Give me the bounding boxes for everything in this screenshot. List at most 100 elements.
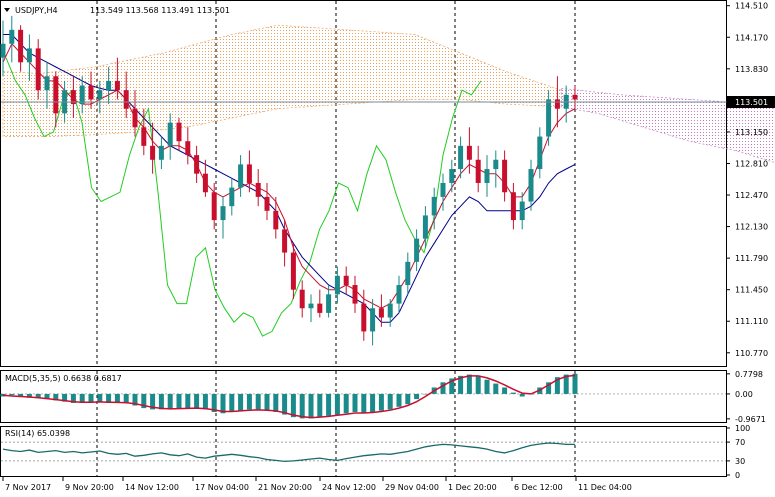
candle-body — [475, 159, 481, 183]
candle-body — [546, 99, 552, 137]
candle-body — [158, 145, 164, 160]
macd-bar — [466, 374, 472, 394]
macd-bar — [26, 393, 32, 398]
macd-bar — [572, 373, 578, 394]
price-label: 112.810 — [735, 159, 768, 168]
macd-bar — [79, 393, 85, 403]
candle-body — [387, 303, 393, 318]
macd-bar — [9, 393, 15, 396]
rsi-scale-label: 70 — [735, 438, 745, 447]
macd-bar — [449, 378, 455, 394]
candle-body — [493, 159, 499, 170]
macd-bar — [229, 393, 235, 412]
macd-bar — [97, 393, 103, 402]
macd-bar — [62, 393, 68, 402]
chart-header: USDJPY,H4 113.549 113.568 113.491 113.50… — [4, 6, 230, 15]
candle-body — [484, 169, 490, 183]
price-label: 112.130 — [735, 223, 768, 232]
macd-bar — [510, 392, 516, 394]
candle-body — [396, 285, 402, 304]
macd-bar — [255, 393, 261, 410]
candle-body — [440, 182, 446, 197]
time-label: 24 Nov 12:00 — [322, 483, 376, 492]
time-label: 6 Dec 12:00 — [514, 483, 563, 492]
time-label: 21 Nov 20:00 — [258, 483, 312, 492]
macd-bar — [546, 382, 552, 394]
candle-body — [70, 90, 76, 105]
macd-scale: 0.7798 0.00 -0.9671 — [726, 370, 766, 424]
macd-bar — [334, 393, 340, 415]
candle-body — [449, 169, 455, 183]
candle-body — [370, 308, 376, 332]
macd-bar — [123, 393, 129, 403]
triangle-down-icon[interactable] — [4, 8, 10, 12]
macd-bar — [317, 393, 323, 418]
macd-bar — [370, 393, 376, 412]
macd-bar — [440, 382, 446, 394]
macd-bar — [502, 387, 508, 394]
candle-body — [290, 252, 296, 290]
candle-body — [414, 238, 420, 262]
cloud-area — [2, 24, 562, 137]
macd-header: MACD(5,35,5) 0.6638 0.6817 — [5, 374, 122, 383]
macd-bar — [361, 393, 367, 414]
rsi-panel[interactable] — [0, 426, 727, 477]
macd-bar — [343, 393, 349, 414]
macd-bar — [194, 393, 200, 409]
time-label: 11 Dec 04:00 — [578, 483, 632, 492]
candle-body — [35, 48, 41, 91]
candle-body — [176, 122, 182, 142]
time-label: 9 Nov 20:00 — [65, 483, 114, 492]
candle-body — [422, 215, 428, 239]
macd-bar — [185, 393, 191, 409]
candle-body — [0, 43, 6, 58]
candle-body — [238, 164, 244, 188]
candle-body — [26, 48, 32, 63]
candle-body — [255, 182, 261, 197]
macd-bar — [396, 393, 402, 407]
price-label: 111.790 — [735, 254, 768, 263]
macd-bar — [378, 393, 384, 411]
candle-body — [246, 164, 252, 183]
macd-bar — [493, 383, 499, 394]
candle-body — [466, 145, 472, 160]
candle-body — [264, 196, 270, 211]
macd-bar — [141, 393, 147, 409]
kijun-sen-line — [3, 34, 576, 323]
macd-bar — [35, 393, 41, 398]
rsi-indicator — [1, 441, 726, 463]
time-label: 14 Nov 12:00 — [125, 483, 179, 492]
price-label: 114.510 — [735, 2, 768, 11]
macd-bar — [158, 393, 164, 410]
macd-bar — [176, 393, 182, 409]
candle-body — [114, 80, 120, 91]
rsi-scale: 100 70 30 0 — [726, 424, 750, 480]
candle-body — [123, 90, 129, 109]
candle-body — [378, 308, 384, 318]
candle-body — [334, 275, 340, 295]
macd-scale-label: 0.7798 — [735, 370, 763, 379]
candle-body — [352, 285, 358, 304]
candle-body — [18, 29, 24, 63]
candle-body — [528, 169, 534, 202]
macd-indicator — [0, 373, 726, 419]
macd-bar — [484, 379, 490, 394]
candle-body — [167, 122, 173, 146]
rsi-line — [2, 442, 575, 463]
macd-bar — [352, 393, 358, 412]
macd-bar — [70, 393, 76, 403]
macd-bar — [150, 393, 156, 410]
candle-body — [97, 90, 103, 100]
candle-body — [132, 108, 138, 128]
rsi-scale-label: 30 — [735, 457, 745, 466]
macd-bar — [387, 393, 393, 410]
price-label: 112.470 — [735, 191, 768, 200]
candle-body — [519, 201, 525, 221]
macd-bar — [282, 393, 288, 415]
macd-bar — [308, 393, 314, 419]
macd-signal-line — [2, 374, 576, 419]
rsi-header: RSI(14) 65.0398 — [5, 429, 70, 438]
candle-body — [326, 294, 332, 313]
